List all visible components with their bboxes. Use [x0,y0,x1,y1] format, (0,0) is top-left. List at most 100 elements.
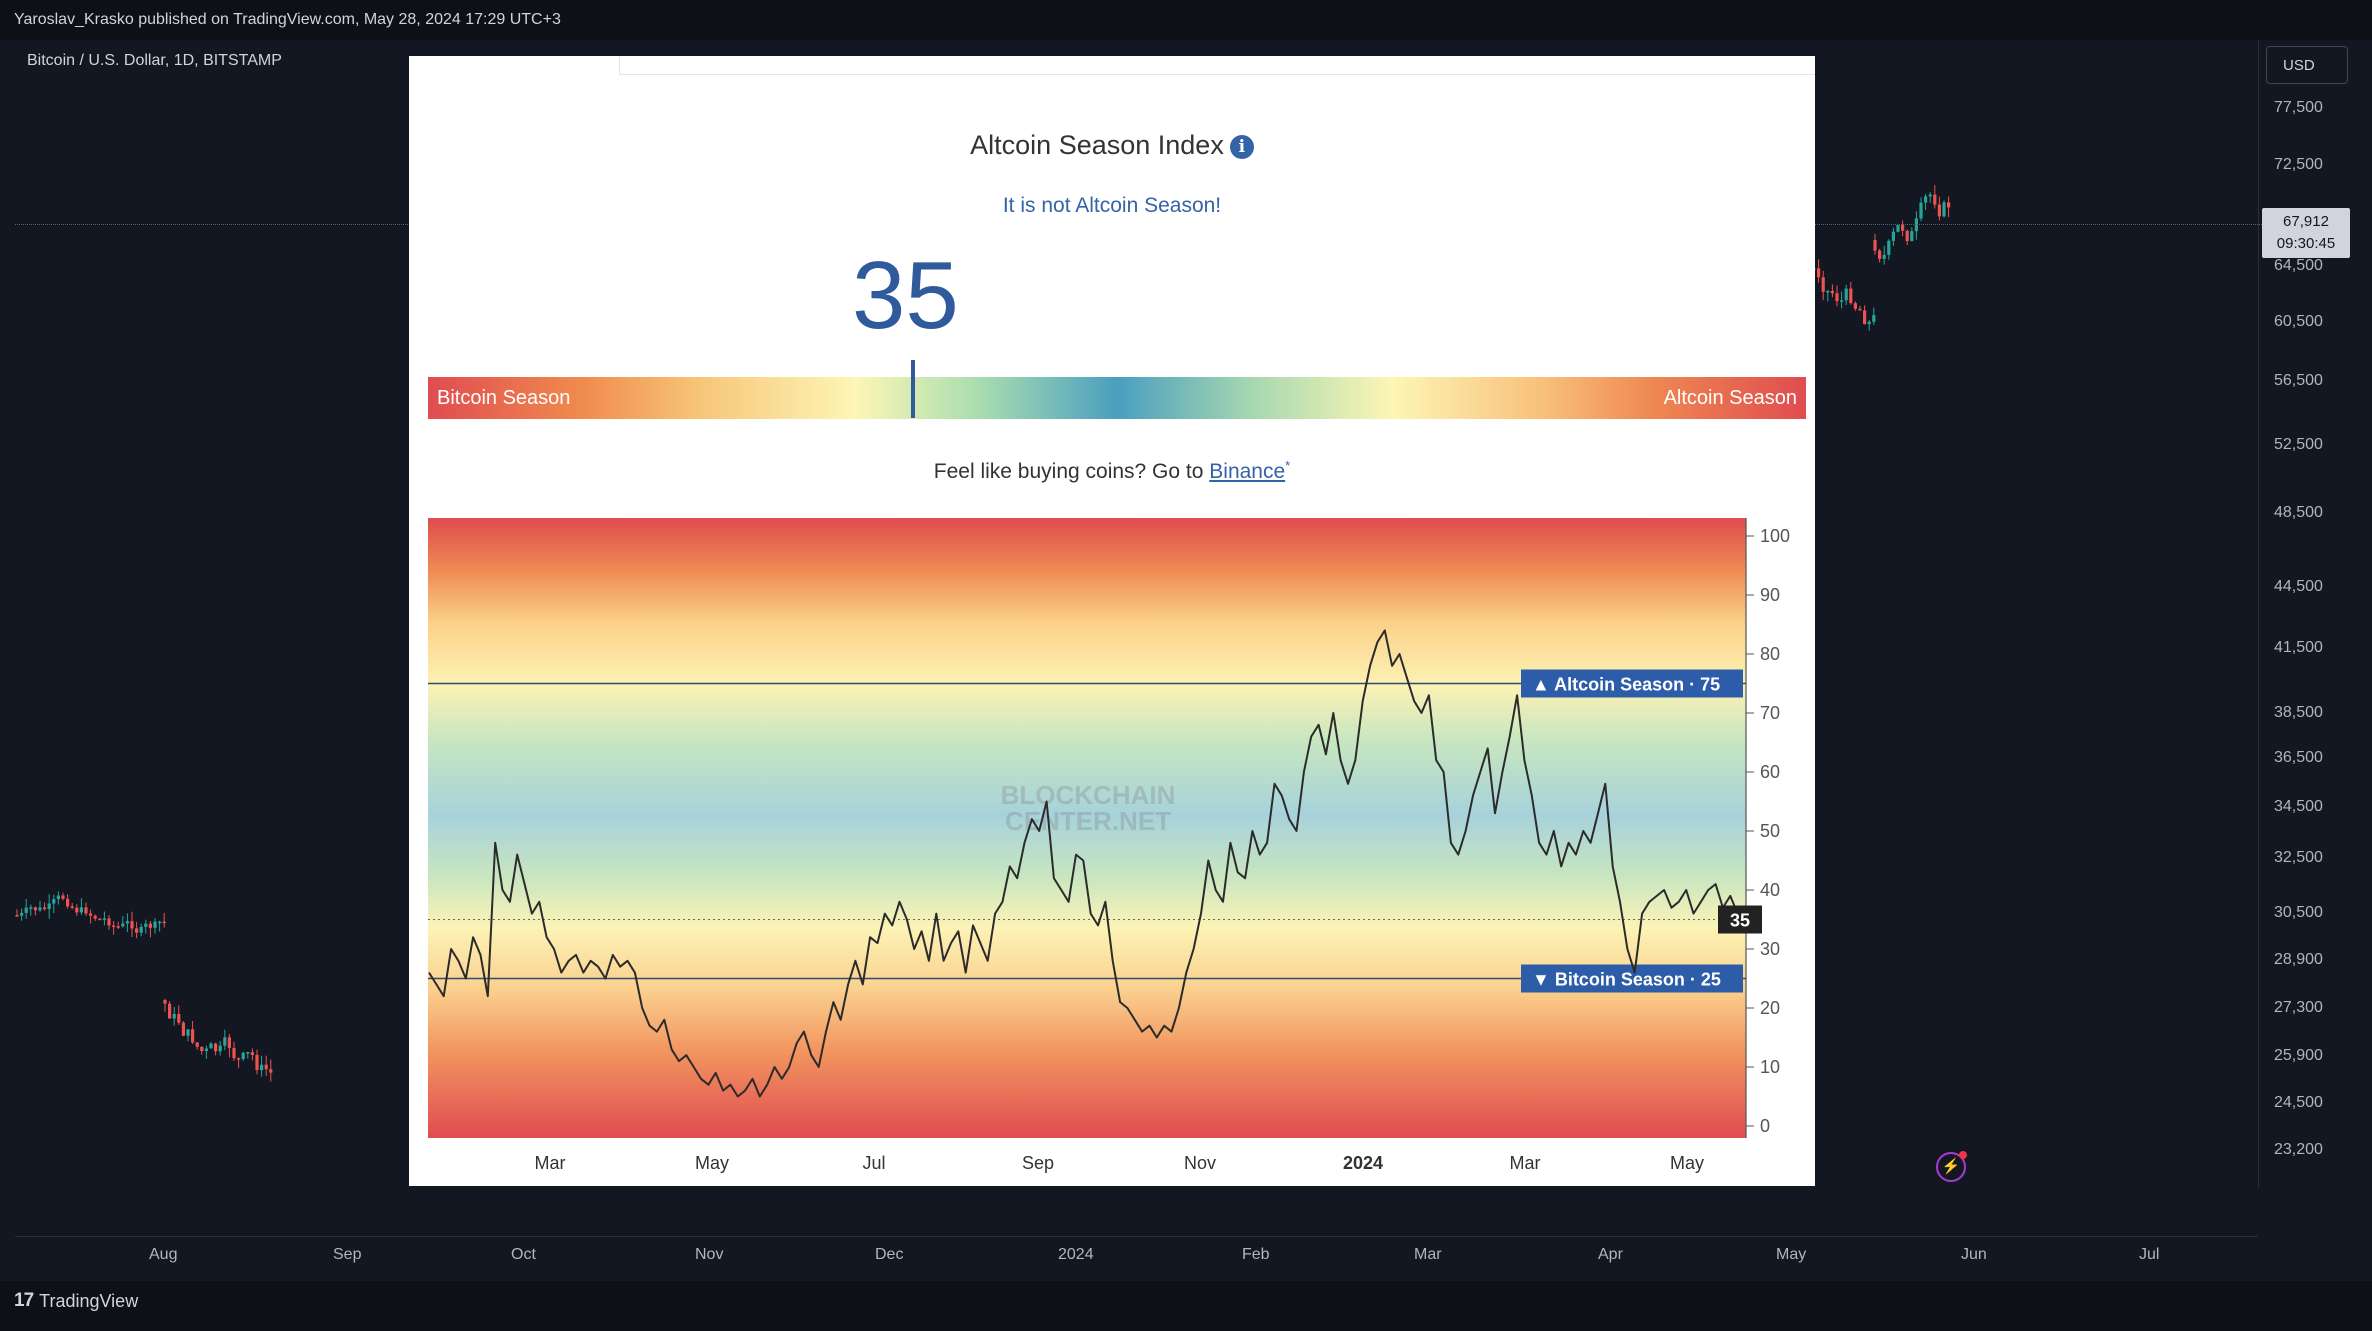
candle [181,1020,185,1037]
time-tick: Oct [511,1246,536,1263]
panel-title: Altcoin Season Index i [409,130,1815,161]
publish-bar: Yaroslav_Krasko published on TradingView… [0,0,2372,40]
candle [1853,301,1857,311]
buy-prompt-text: Feel like buying coins? Go to [933,460,1204,483]
candle [260,1055,264,1077]
candle [33,906,37,916]
price-tick: 28,900 [2274,951,2323,968]
candle [75,904,79,916]
candle [172,1006,176,1026]
index-value: 35 [852,242,959,349]
candle [186,1029,190,1042]
price-tick: 41,500 [2274,639,2323,656]
candle [66,894,70,909]
y-tick-label: 70 [1760,703,1780,723]
currency-button[interactable]: USD [2266,46,2348,84]
candle [177,1005,181,1025]
x-tick-label: May [695,1153,729,1173]
candle [168,1001,172,1019]
binance-link-mark: * [1285,458,1291,473]
candle [246,1051,250,1059]
y-tick-label: 20 [1760,998,1780,1018]
candle [1882,245,1886,265]
candle [1817,259,1821,283]
candle [1924,194,1928,210]
price-tick: 60,500 [2274,313,2323,330]
candle [89,909,93,924]
x-tick-label: Jul [862,1153,885,1173]
info-icon[interactable]: i [1229,135,1254,159]
threshold-label: ▲ Altcoin Season · 75 [1532,675,1720,695]
x-tick-label: Mar [1510,1153,1541,1173]
candle [1858,305,1862,311]
candle [153,918,157,934]
price-tick: 23,200 [2274,1141,2323,1158]
candle [144,919,148,934]
candle [1849,281,1853,305]
time-tick: Mar [1414,1246,1442,1263]
candle [1896,224,1900,233]
index-axis-bg [1746,518,1806,1138]
candle [1910,227,1914,242]
binance-link[interactable]: Binance [1209,460,1286,483]
candle [163,998,167,1012]
tradingview-logo-icon: 17 [14,1290,34,1311]
candle [232,1041,236,1061]
y-tick-label: 100 [1760,526,1790,546]
candle [148,920,152,938]
candle [209,1041,213,1049]
candle [1867,319,1871,331]
candle [1947,196,1951,218]
time-tick: 2024 [1058,1246,1094,1263]
candle [1826,290,1830,302]
x-tick-label: Mar [535,1153,566,1173]
price-tick: 72,500 [2274,156,2323,173]
time-tick: Nov [695,1246,724,1263]
candle [20,908,24,921]
tradingview-logo[interactable]: 17 TradingView [14,1290,138,1312]
time-axis[interactable] [15,1236,2258,1279]
candle [1878,248,1882,263]
x-tick-label: 2024 [1343,1153,1383,1173]
panel-tab-strip [619,56,1815,75]
candle [195,1041,199,1050]
candle [1891,227,1895,246]
y-tick-label: 10 [1760,1057,1780,1077]
candle [1830,284,1834,298]
price-tick: 38,500 [2274,704,2323,721]
price-tick: 30,500 [2274,904,2323,921]
symbol-title[interactable]: Bitcoin / U.S. Dollar, 1D, BITSTAMP [27,52,282,69]
y-tick-label: 40 [1760,880,1780,900]
candle [269,1059,273,1082]
current-value-text: 35 [1730,911,1750,931]
candle [79,898,83,915]
bottom-bar [0,1281,2372,1331]
x-tick-label: Sep [1022,1153,1054,1173]
time-tick: Jul [2139,1246,2160,1263]
published-info: Yaroslav_Krasko published on TradingView… [14,11,561,28]
candle [93,914,97,921]
candle [227,1033,231,1058]
candle [125,913,129,933]
candle [112,921,116,935]
candle [1840,291,1844,309]
candle [1914,211,1918,240]
candle [70,903,74,910]
candle [1919,197,1923,222]
candle [139,923,143,937]
price-tick: 52,500 [2274,436,2323,453]
chart-watermark: BLOCKCHAIN [1001,780,1176,810]
time-tick: Sep [333,1246,362,1263]
candle [116,921,120,930]
candle [200,1046,204,1055]
candle [130,911,134,938]
panel-tab-divider [619,56,620,74]
price-tick: 25,900 [2274,1047,2323,1064]
price-tick: 64,500 [2274,257,2323,274]
alert-bolt-icon[interactable]: ⚡ [1936,1151,1967,1182]
candle [1835,285,1839,307]
candle [1844,284,1848,305]
price-tick: 24,500 [2274,1094,2323,1111]
candles-layer [15,185,1951,1082]
